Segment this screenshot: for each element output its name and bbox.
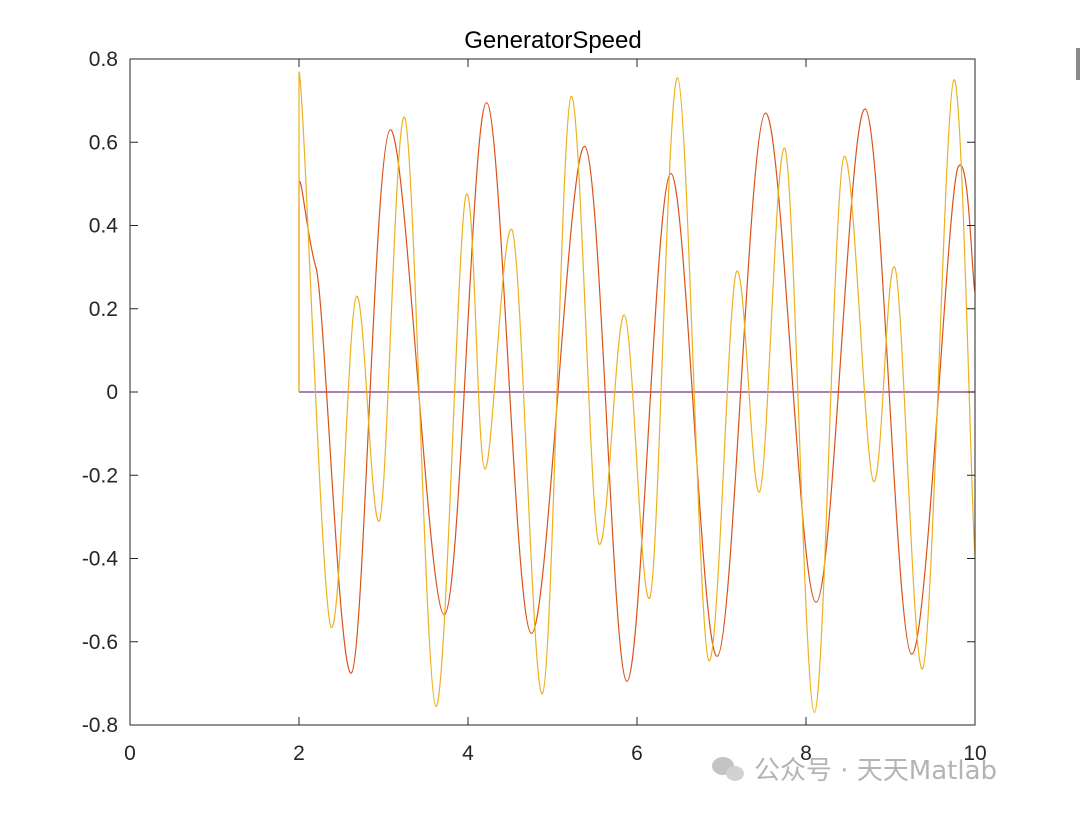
y-tick-label: 0.8 [89,48,118,71]
y-tick-label: -0.4 [82,548,119,571]
plot-lines [298,71,976,714]
x-axis: 0 2 4 6 8 10 [124,59,987,765]
edge-mark [1076,48,1080,80]
x-tick-label: 2 [293,742,305,765]
x-tick-label: 4 [462,742,474,765]
watermark: 公众号 · 天天Matlab [712,750,997,787]
y-tick-label: 0.2 [89,298,118,321]
wechat-icon [712,754,746,784]
y-tick-label: 0 [106,381,118,404]
y-tick-label: 0.6 [89,131,118,154]
watermark-text: 公众号 · 天天Matlab [754,756,998,786]
series-line-3 [298,71,976,714]
y-tick-label: -0.2 [82,464,118,487]
x-tick-label: 6 [631,742,643,765]
chart-title: GeneratorSpeed [464,27,641,54]
y-tick-label: -0.8 [82,714,118,737]
y-tick-label: -0.6 [82,631,118,654]
y-tick-label: 0.4 [89,215,119,238]
y-axis: -0.8 -0.6 -0.4 -0.2 0 0.2 0.4 0.6 0.8 [82,48,975,737]
x-tick-label: 10 [963,742,986,765]
x-tick-label: 0 [124,742,136,765]
x-tick-label: 8 [800,742,812,765]
series-line-2 [298,102,976,682]
